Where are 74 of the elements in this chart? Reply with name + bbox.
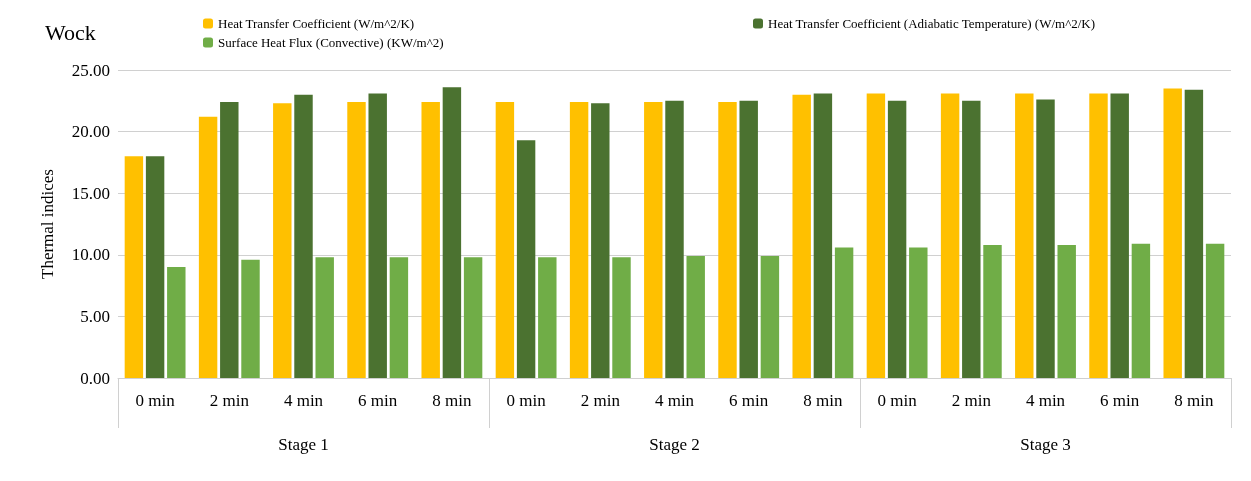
x-tick-label: 4 min — [283, 391, 324, 410]
bar — [1015, 93, 1034, 378]
x-tick-label: 6 min — [1100, 391, 1140, 410]
bar — [962, 100, 981, 378]
bar — [442, 87, 462, 378]
bar — [145, 156, 165, 378]
bar — [516, 140, 536, 378]
y-tick-label: 5.00 — [80, 306, 110, 326]
bar — [347, 102, 366, 378]
bar — [1089, 93, 1108, 378]
x-tick-label: 2 min — [209, 391, 250, 410]
bar — [241, 259, 260, 378]
bar — [983, 244, 1002, 378]
bar — [1110, 93, 1129, 378]
bar — [495, 102, 515, 378]
bar — [1036, 99, 1055, 378]
bar — [813, 93, 833, 378]
x-tick-label: 6 min — [729, 391, 769, 410]
bar — [909, 247, 928, 378]
y-axis-title: Thermal indices — [38, 169, 57, 279]
bar — [294, 94, 313, 378]
y-tick-label: 20.00 — [71, 122, 110, 142]
bar — [538, 257, 557, 378]
x-tick-label: 4 min — [654, 391, 695, 410]
bar — [198, 116, 218, 378]
bar — [124, 156, 144, 378]
x-tick-label: 6 min — [358, 391, 398, 410]
x-tick-label: 0 min — [877, 391, 918, 410]
legend-label: Heat Transfer Coefficient (Adiabatic Temperature) (W/m^2/K) — [768, 16, 1096, 31]
bar — [792, 94, 811, 378]
y-tick-label: 10.00 — [71, 245, 110, 265]
bar — [718, 102, 737, 378]
bar — [1184, 89, 1204, 378]
bar — [834, 247, 854, 378]
bar — [887, 100, 907, 378]
bar — [940, 93, 960, 378]
bar — [421, 102, 440, 378]
bar — [686, 256, 705, 378]
bar — [315, 257, 334, 378]
bar — [739, 100, 758, 378]
bar — [368, 93, 387, 378]
bar — [1131, 243, 1151, 378]
bar — [1057, 244, 1076, 378]
legend-label: Surface Heat Flux (Convective) (KW/m^2) — [218, 35, 444, 50]
bar — [463, 257, 483, 378]
bar — [644, 102, 663, 378]
x-tick-label: 4 min — [1025, 391, 1066, 410]
x-tick-label: 8 min — [803, 391, 843, 410]
text: Stage 3 — [1020, 435, 1071, 454]
y-tick-label: 15.00 — [71, 183, 110, 203]
bar — [569, 102, 589, 378]
y-tick-label: 25.00 — [71, 60, 110, 80]
x-tick-label: 0 min — [135, 391, 176, 410]
x-tick-label: 8 min — [1174, 391, 1214, 410]
bar — [389, 257, 409, 378]
bar — [273, 103, 292, 378]
bar — [1163, 88, 1182, 378]
bar — [866, 93, 886, 378]
bar — [220, 102, 239, 378]
x-tick-label: 2 min — [951, 391, 992, 410]
bar — [612, 257, 631, 378]
x-tick-label: 8 min — [432, 391, 472, 410]
y-tick-label: 0.00 — [80, 368, 110, 388]
x-tick-label: 0 min — [506, 391, 547, 410]
bar — [760, 256, 780, 378]
text: Stage 1 — [278, 435, 329, 454]
chart-title: Wock — [45, 19, 96, 45]
bar — [591, 103, 610, 378]
x-tick-label: 2 min — [580, 391, 621, 410]
legend-label: Heat Transfer Coefficient (W/m^2/K) — [218, 16, 415, 31]
text: Stage 2 — [649, 435, 700, 454]
bar — [665, 100, 684, 378]
bar — [167, 267, 186, 378]
bar — [1205, 243, 1225, 378]
